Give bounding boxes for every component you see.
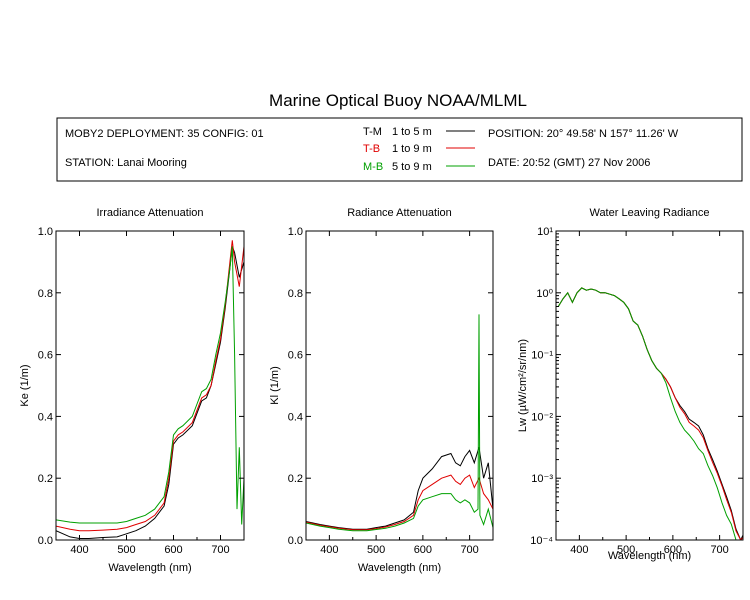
y-axis-label: Ke (1/m) [19,364,31,406]
figure-title: Marine Optical Buoy NOAA/MLML [269,91,527,110]
water-leaving-radiance-chart: Water Leaving Radiance 400 500 600 700 10⁻⁴ 10… [517,207,744,562]
x-axis-label: Wavelength (nm) [108,562,191,574]
x-tick-label: 700 [710,544,728,556]
station-label: STATION: Lanai Mooring [65,157,187,169]
plot-frame [555,230,744,541]
x-tick-label: 500 [117,544,135,556]
legend: T-M 1 to 5 m T-B 1 to 9 m M-B 5 to 9 m [363,126,475,173]
y-axis-label: Lw (µW/cm²/sr/nm) [517,339,529,432]
x-tick-label: 700 [211,544,229,556]
series-line-t-b [56,240,244,532]
chart-title: Radiance Attenuation [347,207,452,219]
y-tick-label: 1.0 [38,226,53,238]
series-line-t-b [306,474,493,531]
series-group [56,240,244,539]
legend-entry-t-m: T-M 1 to 5 m [363,126,475,138]
y-tick-label: 0.4 [288,411,303,423]
legend-entry-t-b: T-B 1 to 9 m [363,143,475,155]
y-tick-label: 10⁻³ [531,473,553,485]
y-tick-label: 0.4 [38,411,53,423]
x-tick-label: 600 [414,544,432,556]
legend-range: 1 to 5 m [392,126,432,138]
x-axis-label: Wavelength (nm) [358,562,441,574]
y-tick-label: 10⁰ [536,288,553,300]
x-tick-label: 600 [664,544,682,556]
legend-range: 1 to 9 m [392,143,432,155]
x-axis-label: Wavelength (nm) [608,550,691,562]
legend-range: 5 to 9 m [392,161,432,173]
series-line-m-b [56,246,244,525]
y-tick-label: 0.2 [288,473,303,485]
y-tick-label: 0.2 [38,473,53,485]
x-tick-label: 400 [570,544,588,556]
x-tick-label: 400 [320,544,338,556]
x-tick-label: 500 [367,544,385,556]
deployment-label: MOBY2 DEPLOYMENT: 35 CONFIG: 01 [65,128,264,140]
plot-frame [55,230,245,541]
series-group [306,314,493,532]
series-line-t-m [56,246,244,539]
chart-title: Irradiance Attenuation [96,207,203,219]
x-tick-label: 500 [617,544,635,556]
series-line-t-m [557,287,743,540]
y-tick-label: 0.0 [288,535,303,547]
legend-code: M-B [363,161,383,173]
y-tick-label: 0.8 [288,288,303,300]
y-tick-label: 1.0 [288,226,303,238]
y-tick-label: 0.6 [38,350,53,362]
info-box: MOBY2 DEPLOYMENT: 35 CONFIG: 01 STATION:… [56,117,743,182]
series-line-t-m [306,447,493,530]
y-tick-label: 10⁻² [531,411,553,423]
plot-frame [305,230,494,541]
series-group [557,287,743,540]
x-tick-label: 400 [70,544,88,556]
y-tick-label: 0.6 [288,350,303,362]
y-tick-label: 10¹ [537,226,553,238]
series-line-t-b [557,287,743,540]
legend-entry-m-b: M-B 5 to 9 m [363,161,475,173]
position-label: POSITION: 20° 49.58' N 157° 11.26' W [488,128,679,140]
series-line-m-b [557,287,743,540]
x-tick-label: 600 [164,544,182,556]
y-tick-label: 0.8 [38,288,53,300]
radiance-attenuation-chart: Radiance Attenuation 400 500 600 700 0.0 0.2 0.… [269,207,494,574]
legend-code: T-M [363,126,382,138]
legend-code: T-B [363,143,380,155]
chart-title: Water Leaving Radiance [589,207,709,219]
info-box-frame [56,117,743,182]
series-line-m-b [306,314,493,532]
y-tick-label: 10⁻¹ [531,350,553,362]
y-tick-label: 0.0 [38,535,53,547]
y-axis-label: Kl (1/m) [269,366,281,405]
y-tick-label: 10⁻⁴ [530,535,553,547]
irradiance-attenuation-chart: Irradiance Attenuation 400 500 600 700 0.0 0.2… [19,207,245,574]
x-tick-label: 700 [460,544,478,556]
date-label: DATE: 20:52 (GMT) 27 Nov 2006 [488,157,650,169]
